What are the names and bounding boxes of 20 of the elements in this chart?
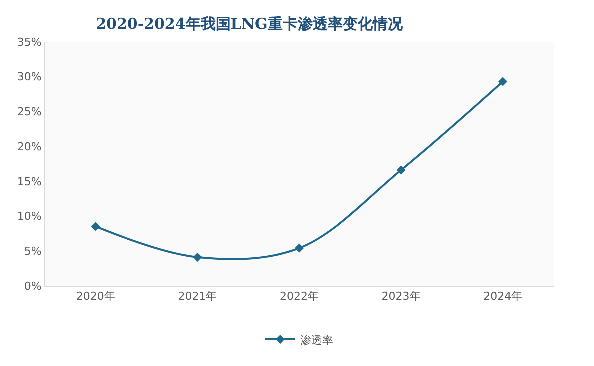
x-tick-label: 2024年 <box>484 290 523 304</box>
y-tick-label: 5% <box>24 244 42 258</box>
point <box>396 166 406 175</box>
y-tick-label: 0% <box>24 280 42 293</box>
x-tick-label: 2022年 <box>280 290 319 304</box>
point <box>498 77 508 86</box>
point <box>294 244 304 253</box>
y-tick-label: 30% <box>17 70 42 84</box>
x-tick-label: 2021年 <box>178 290 218 304</box>
point <box>91 222 100 232</box>
chart-title: 2020-2024年我国LNG重卡渗透率变化情况 <box>96 14 404 33</box>
y-tick-label: 15% <box>17 175 42 188</box>
y-tick-label: 20% <box>17 140 42 154</box>
x-tick-label: 2023年 <box>382 290 421 304</box>
y-tick-label: 25% <box>17 106 42 119</box>
y-tick-label: 10% <box>17 210 42 224</box>
x-tick-label: 2020年 <box>76 290 116 304</box>
y-tick-label: 35% <box>17 36 42 49</box>
point <box>193 252 202 262</box>
legend-label: 渗透率 <box>300 334 334 347</box>
